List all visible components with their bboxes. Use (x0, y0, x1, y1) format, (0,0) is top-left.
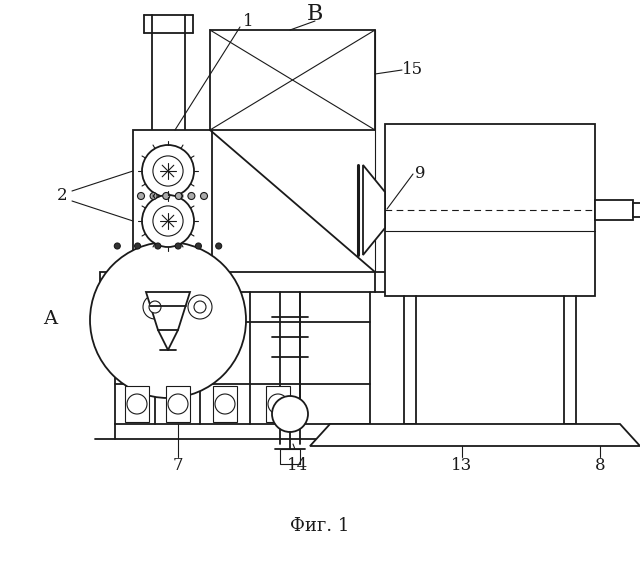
Circle shape (142, 195, 194, 247)
Circle shape (168, 394, 188, 414)
Circle shape (200, 192, 207, 200)
Text: 7: 7 (173, 457, 183, 474)
Circle shape (127, 394, 147, 414)
Bar (100, 272, 375, 292)
Bar (133, 130, 212, 275)
Circle shape (153, 156, 183, 186)
Text: 2: 2 (57, 187, 67, 205)
Circle shape (216, 243, 221, 249)
Circle shape (188, 192, 195, 200)
Circle shape (143, 295, 167, 319)
Circle shape (138, 192, 145, 200)
Bar (280, 449, 300, 464)
Text: 8: 8 (595, 457, 605, 474)
Bar (266, 386, 290, 422)
Circle shape (150, 192, 157, 200)
Polygon shape (363, 165, 385, 255)
Text: 14: 14 (287, 457, 308, 474)
Circle shape (175, 192, 182, 200)
Circle shape (115, 243, 120, 249)
Circle shape (175, 243, 181, 249)
Bar (385, 124, 595, 296)
Bar (125, 386, 149, 422)
Circle shape (163, 192, 170, 200)
Circle shape (194, 301, 206, 313)
Circle shape (153, 206, 183, 236)
Circle shape (134, 243, 141, 249)
Circle shape (90, 242, 246, 398)
Text: B: B (307, 3, 323, 25)
Text: Фиг. 1: Фиг. 1 (291, 517, 349, 535)
Circle shape (215, 394, 235, 414)
Circle shape (188, 295, 212, 319)
Text: 1: 1 (243, 14, 253, 30)
Bar (633, 203, 640, 217)
Bar (210, 30, 375, 130)
Text: 15: 15 (401, 61, 422, 78)
Circle shape (155, 243, 161, 249)
Bar (213, 386, 237, 422)
Text: A: A (43, 310, 57, 328)
Circle shape (142, 145, 194, 197)
Circle shape (195, 243, 202, 249)
Polygon shape (146, 292, 190, 330)
Text: 13: 13 (451, 457, 472, 474)
Bar (595, 200, 633, 220)
Text: 9: 9 (415, 165, 425, 183)
Circle shape (272, 396, 308, 432)
Circle shape (268, 394, 288, 414)
Polygon shape (310, 424, 640, 446)
Bar (166, 386, 190, 422)
Circle shape (149, 301, 161, 313)
